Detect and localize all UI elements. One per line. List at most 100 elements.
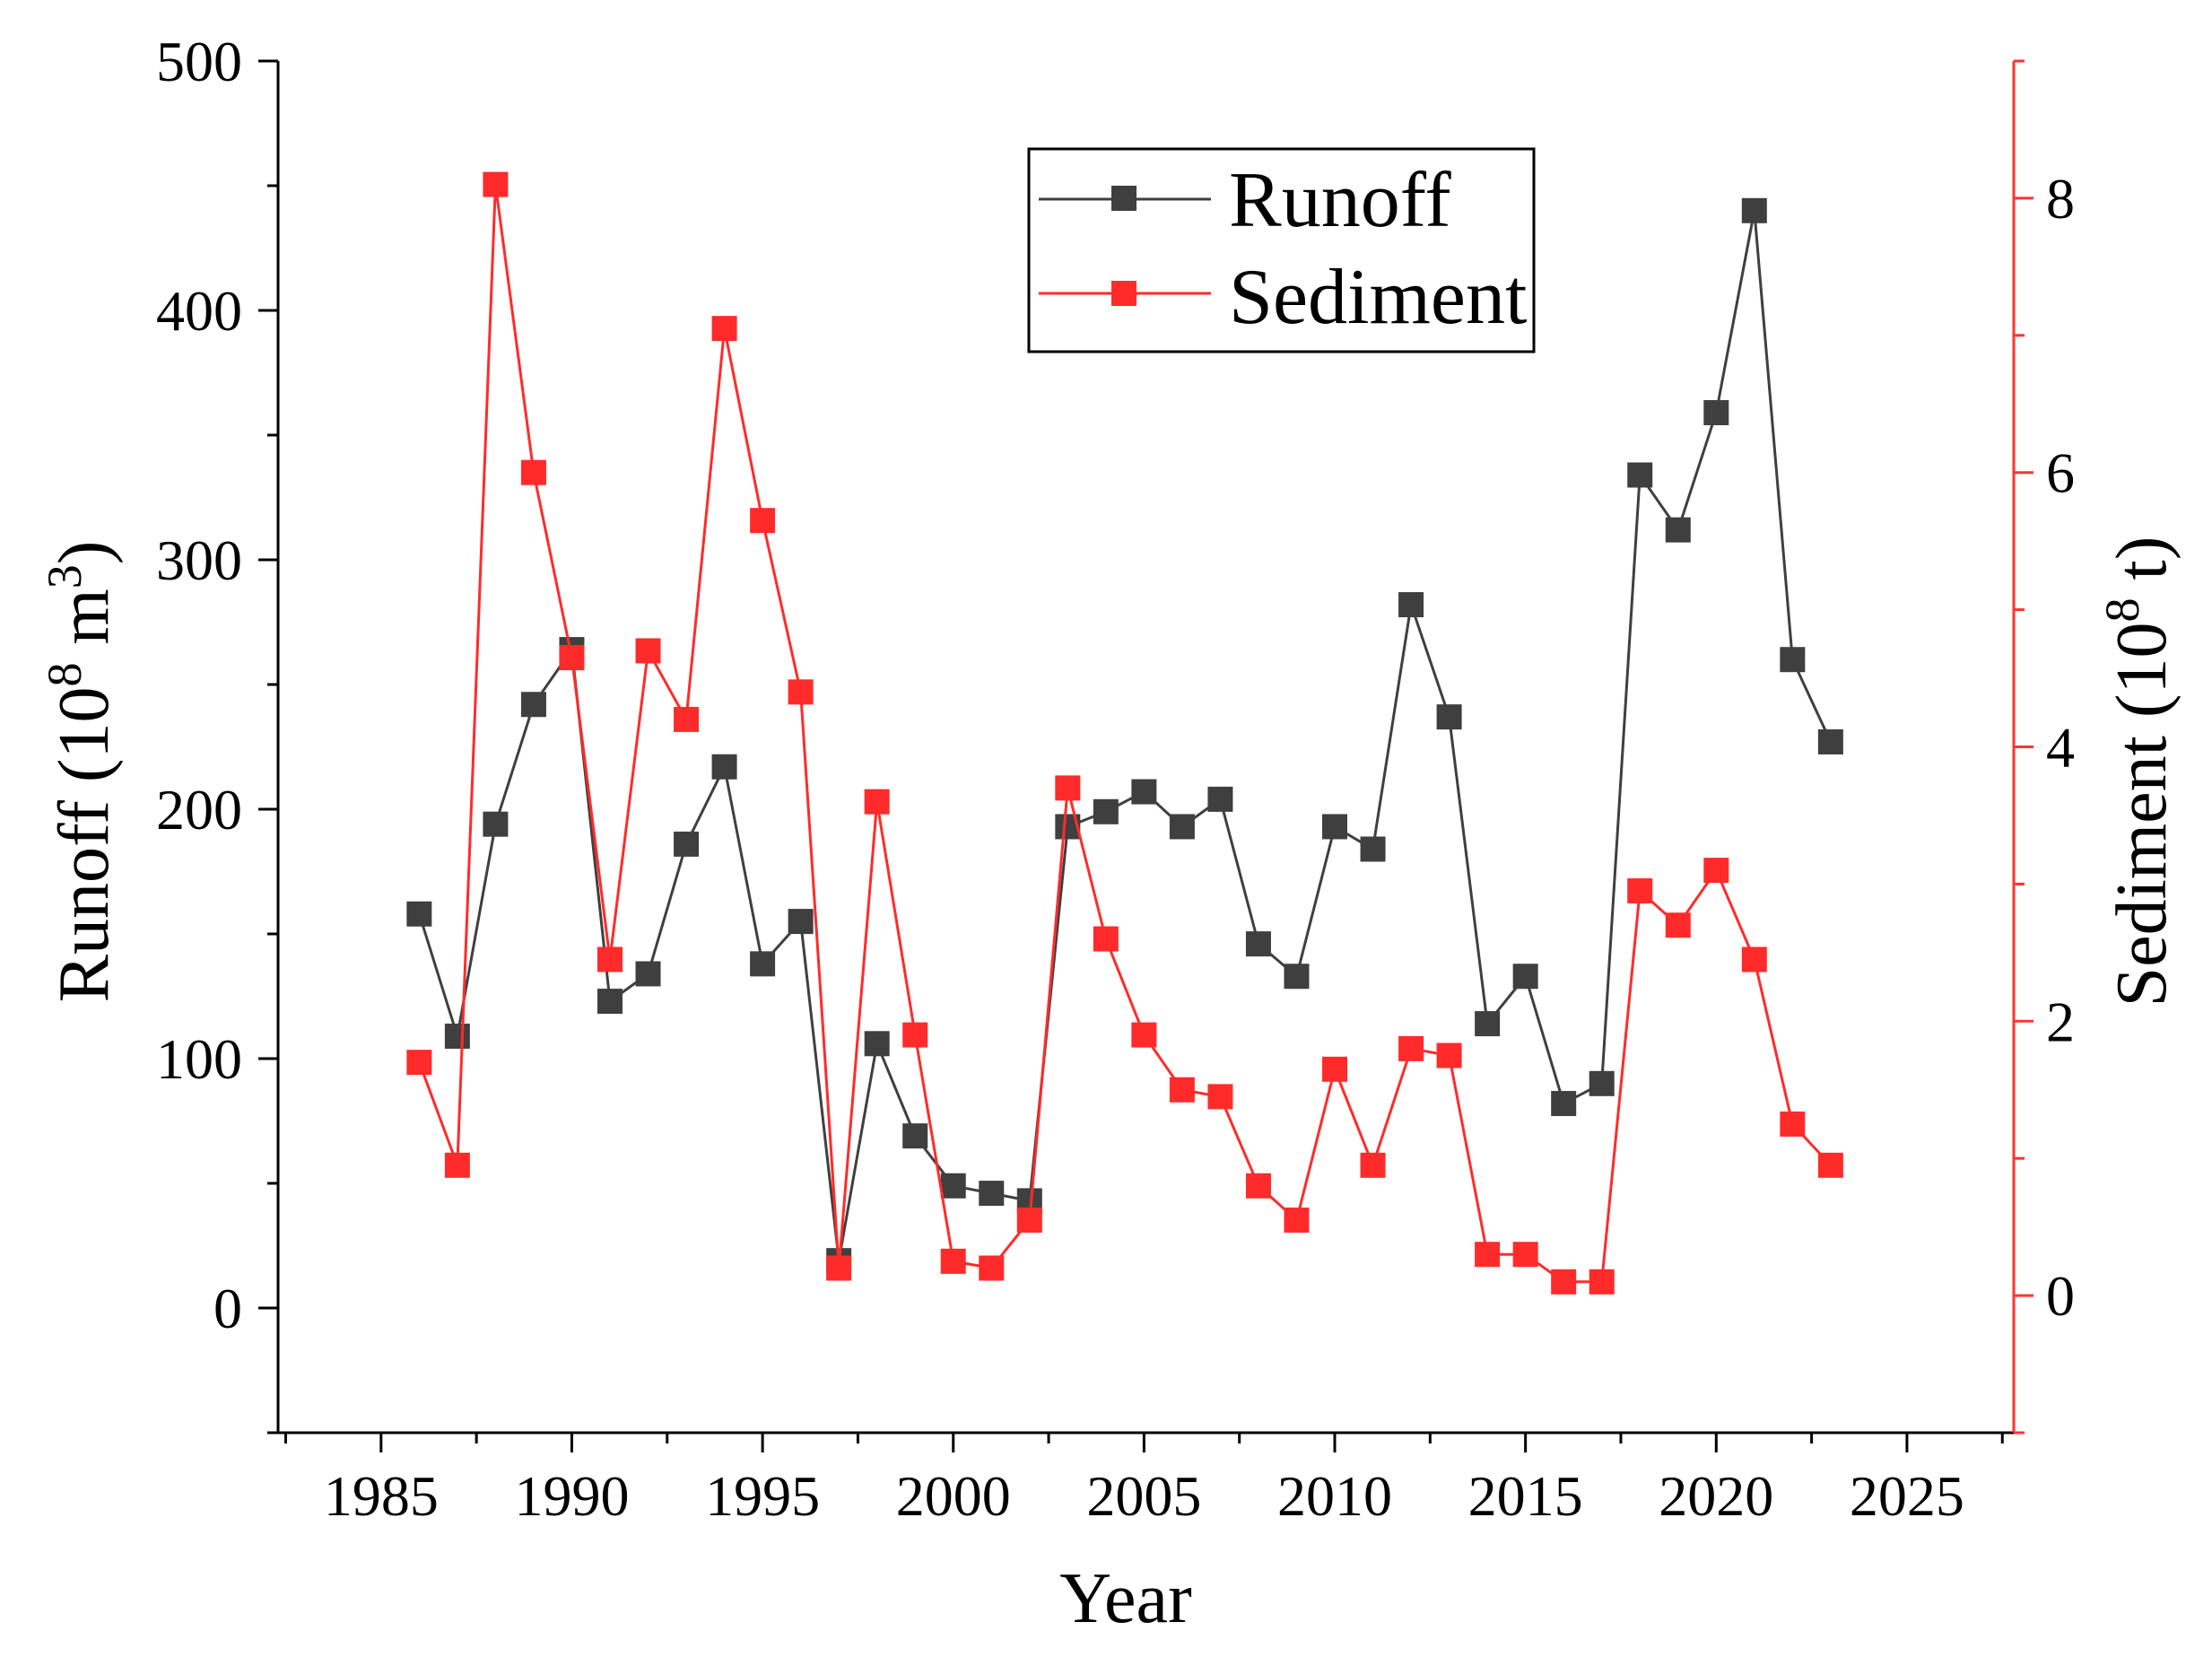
sediment-marker: [1207, 1084, 1233, 1110]
y-right-tick-label: 2: [2046, 990, 2075, 1053]
runoff-marker: [1703, 399, 1729, 425]
y-right-tick-label: 6: [2046, 441, 2075, 505]
sediment-marker: [1703, 858, 1729, 884]
runoff-marker: [520, 692, 546, 718]
sediment-marker: [750, 508, 776, 534]
sediment-marker: [1551, 1269, 1577, 1295]
sediment-marker: [1665, 912, 1691, 938]
y-right-tick-label: 0: [2046, 1264, 2075, 1328]
y-right-tick-label: 4: [2046, 716, 2075, 780]
runoff-marker: [864, 1031, 890, 1057]
runoff-marker: [711, 754, 737, 780]
x-tick-label: 1990: [514, 1464, 629, 1528]
runoff-marker: [979, 1181, 1005, 1207]
runoff-marker: [674, 831, 700, 857]
y-right-tick-label: 8: [2046, 167, 2075, 231]
y-left-tick-label: 0: [213, 1277, 242, 1340]
sediment-marker: [1512, 1242, 1538, 1268]
sediment-marker: [1055, 775, 1081, 801]
runoff-marker: [1817, 728, 1843, 754]
sediment-marker: [1093, 926, 1119, 952]
x-tick-label: 2010: [1277, 1464, 1392, 1528]
sediment-marker: [444, 1152, 470, 1178]
legend-sediment-label: Sediment: [1229, 254, 1527, 341]
y-left-tick-label: 300: [156, 528, 242, 592]
sediment-marker: [483, 171, 509, 197]
x-tick-label: 2005: [1086, 1464, 1201, 1528]
runoff-marker: [1207, 786, 1233, 812]
y-left-tick-label: 400: [156, 279, 242, 343]
runoff-marker: [635, 961, 661, 987]
legend-runoff-label: Runoff: [1229, 157, 1451, 244]
y-left-tick-label: 500: [156, 30, 242, 93]
legend-box: [1027, 147, 1536, 353]
y-axis-left-title: Runoff (108 m3): [38, 541, 124, 1003]
x-tick-label: 2025: [1850, 1464, 1964, 1528]
runoff-marker: [1741, 197, 1767, 223]
sediment-marker: [1780, 1111, 1806, 1137]
sediment-marker: [711, 316, 737, 342]
sediment-marker: [520, 459, 546, 485]
runoff-marker: [1665, 517, 1691, 543]
runoff-marker: [1245, 931, 1271, 957]
sediment-marker: [674, 706, 700, 732]
sediment-marker: [1741, 946, 1767, 972]
y-axis-right-title: Sediment (108 t): [2095, 536, 2182, 1007]
sediment-marker: [788, 679, 814, 705]
runoff-marker: [1169, 814, 1195, 840]
runoff-marker: [1436, 704, 1462, 730]
sediment-marker: [979, 1255, 1005, 1281]
sediment-marker: [1589, 1269, 1615, 1295]
runoff-marker: [1475, 1011, 1501, 1037]
sediment-marker: [559, 645, 585, 671]
sediment-marker: [940, 1248, 966, 1274]
runoff-marker: [750, 951, 776, 977]
runoff-marker: [940, 1173, 966, 1199]
sediment-marker: [826, 1255, 852, 1281]
sediment-marker: [864, 789, 890, 815]
x-tick-label: 1985: [324, 1464, 439, 1528]
sediment-marker: [1436, 1042, 1462, 1068]
sediment-marker: [406, 1050, 432, 1076]
sediment-marker: [1322, 1056, 1348, 1082]
runoff-marker: [597, 989, 623, 1015]
sediment-marker: [1016, 1208, 1042, 1234]
sediment-marker: [1627, 878, 1653, 904]
runoff-marker: [1512, 964, 1538, 990]
y-left-tick-label: 200: [156, 778, 242, 842]
x-tick-label: 1995: [705, 1464, 820, 1528]
runoff-marker: [1780, 647, 1806, 673]
sediment-marker: [902, 1022, 928, 1048]
sediment-marker: [1169, 1077, 1195, 1103]
sediment-marker: [1284, 1208, 1310, 1234]
legend: Runoff Sediment: [1027, 147, 1536, 353]
runoff-marker: [406, 901, 432, 927]
sediment-marker: [1245, 1173, 1271, 1199]
runoff-marker: [1589, 1070, 1615, 1096]
runoff-marker: [902, 1123, 928, 1149]
runoff-marker: [1360, 836, 1386, 862]
y-left-tick-label: 100: [156, 1027, 242, 1091]
sediment-marker: [597, 946, 623, 972]
x-tick-label: 2000: [896, 1464, 1011, 1528]
series-layer: [406, 171, 1843, 1295]
x-axis-title: Year: [1059, 1559, 1191, 1638]
sediment-marker: [1817, 1152, 1843, 1178]
runoff-marker: [483, 811, 509, 837]
runoff-marker: [1284, 964, 1310, 990]
runoff-marker: [1627, 462, 1653, 488]
runoff-marker: [1322, 814, 1348, 840]
legend-runoff-marker: [1111, 186, 1136, 211]
sediment-marker: [1475, 1242, 1501, 1268]
sediment-marker: [1398, 1035, 1424, 1061]
runoff-marker: [1093, 798, 1119, 824]
runoff-marker: [1131, 779, 1157, 805]
runoff-marker: [444, 1023, 470, 1049]
sediment-marker: [1360, 1152, 1386, 1178]
x-tick-label: 2020: [1659, 1464, 1773, 1528]
runoff-marker: [1398, 592, 1424, 618]
x-tick-label: 2015: [1468, 1464, 1583, 1528]
sediment-marker: [635, 638, 661, 664]
